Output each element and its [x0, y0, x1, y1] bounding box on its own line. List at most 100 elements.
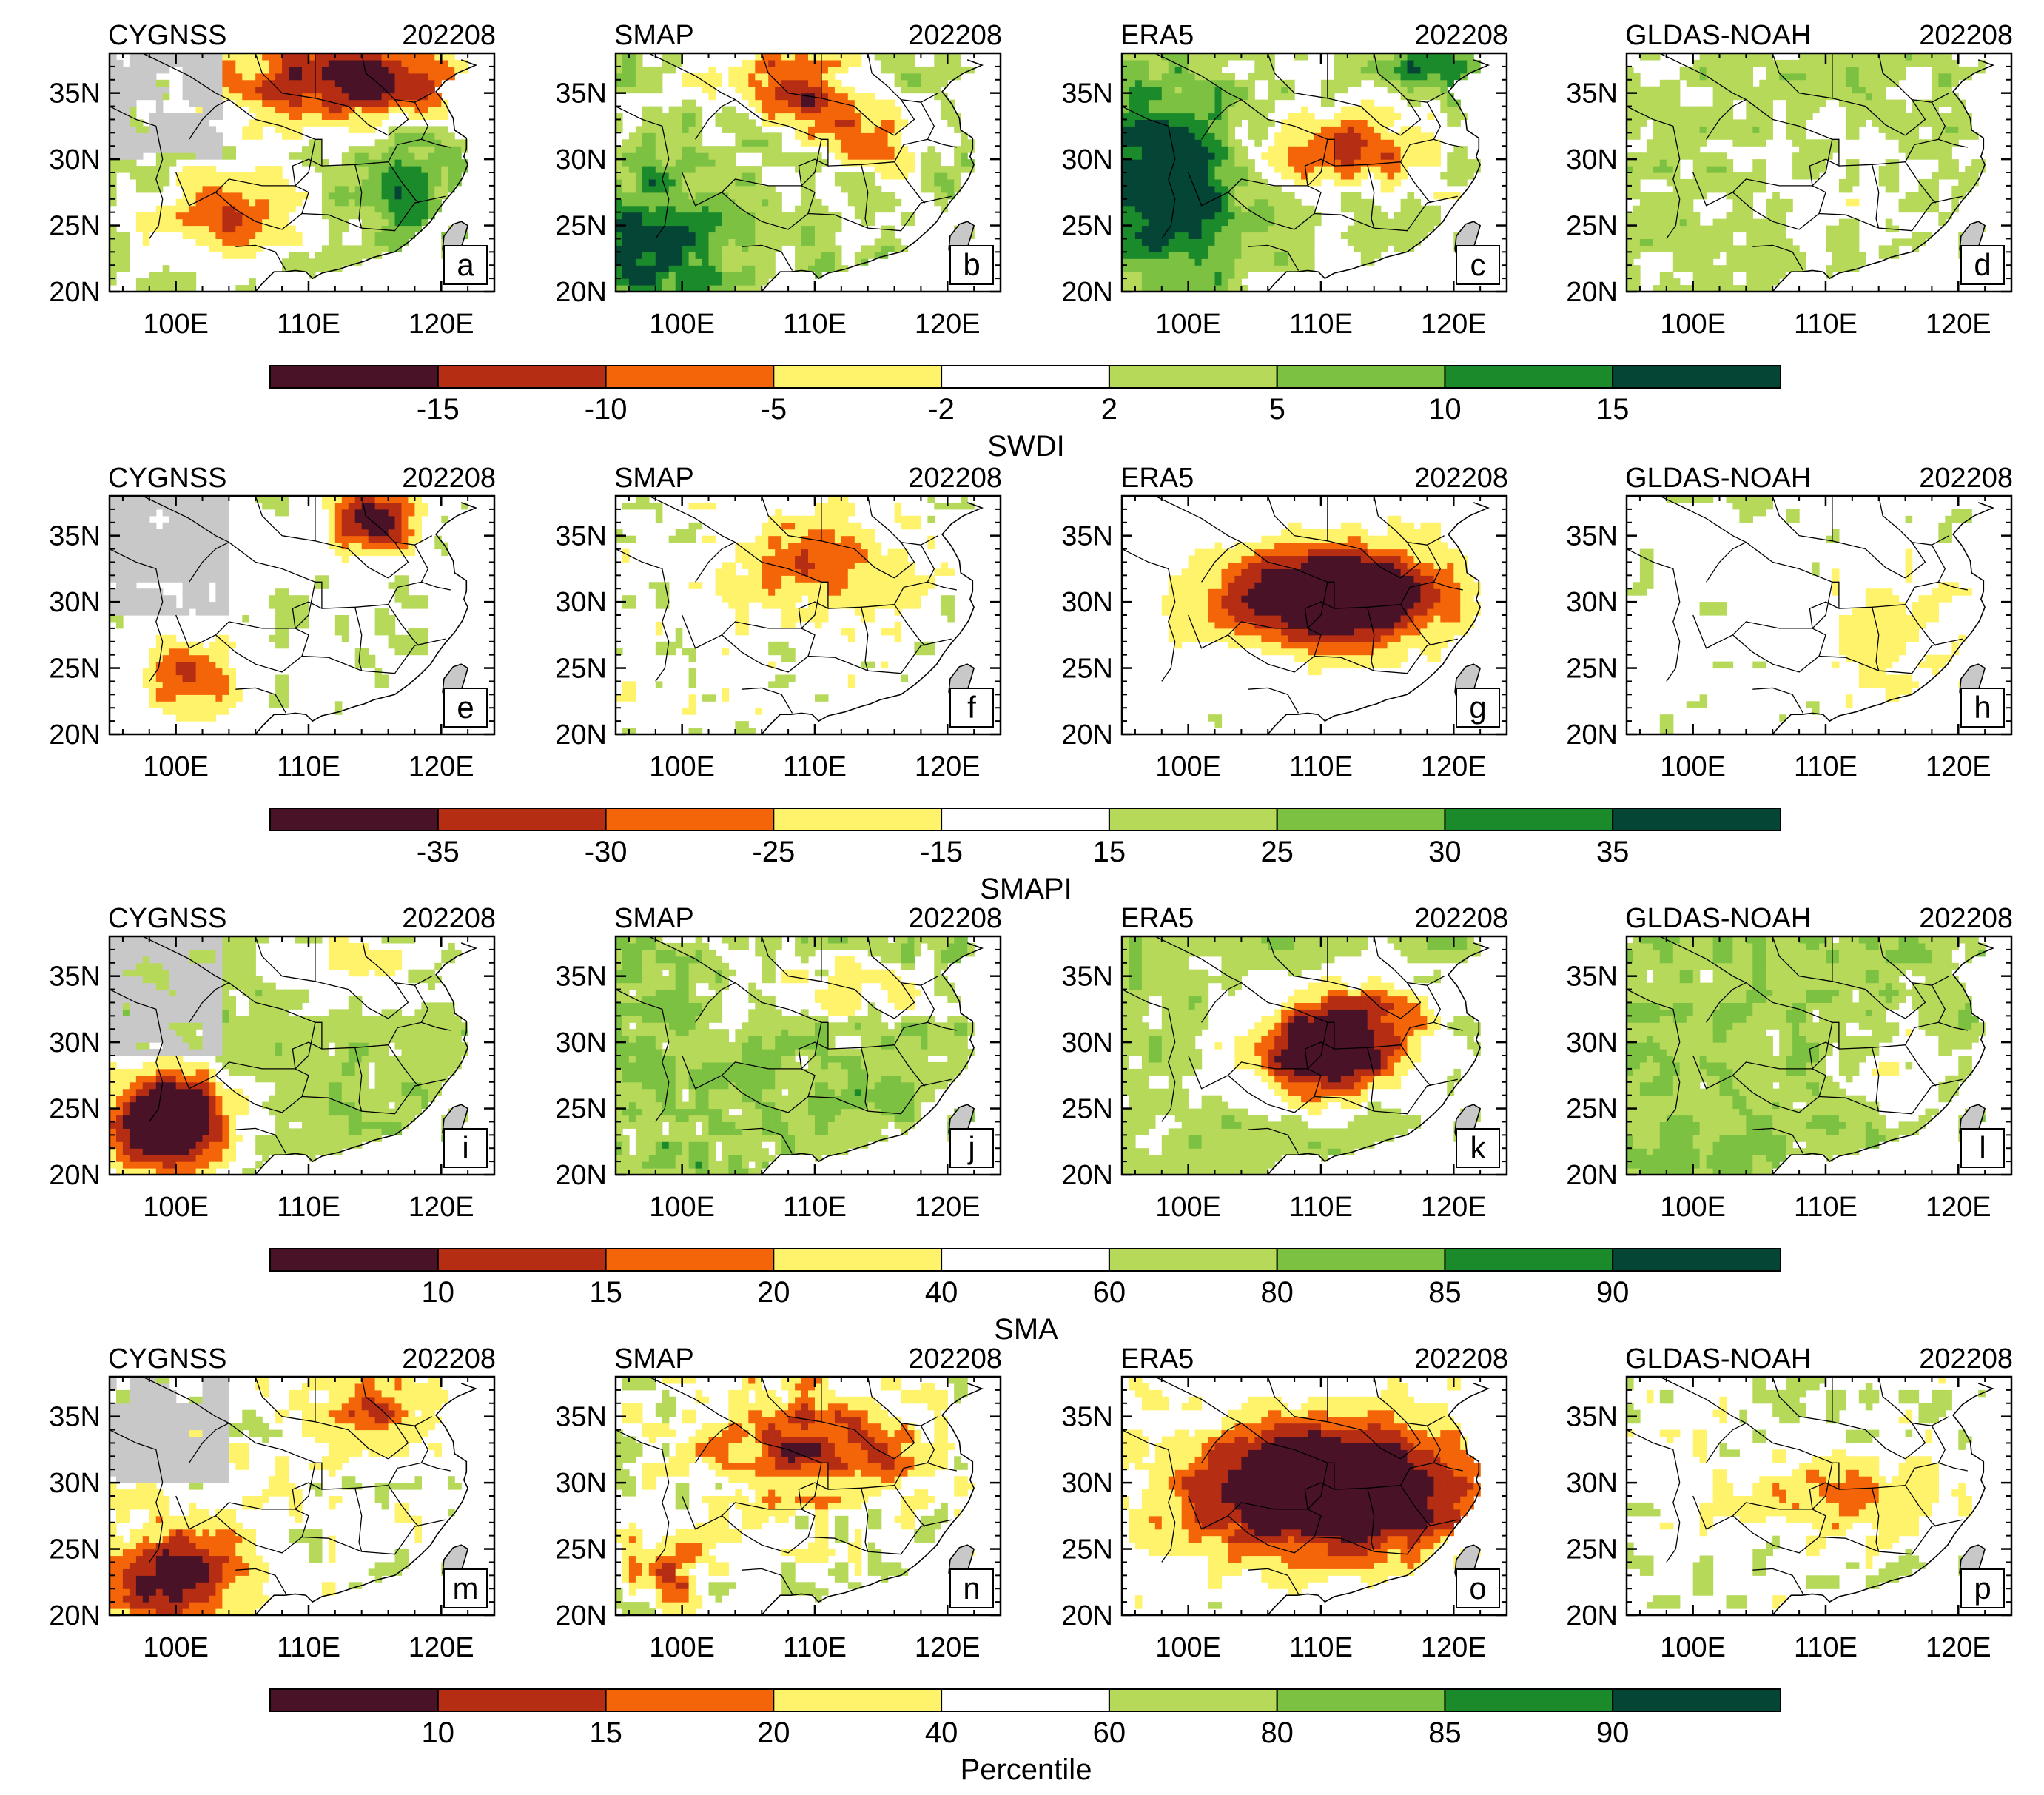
panel-dataset-title: CYGNSS	[108, 463, 226, 494]
panel-dataset-title: SMAP	[614, 463, 694, 494]
colorbar-tick-label: 85	[1428, 1276, 1462, 1309]
panel-date-title: 202208	[1414, 903, 1508, 934]
colorbar-tick-label: 30	[1428, 836, 1462, 868]
lat-tick-label: 20N	[49, 1160, 101, 1191]
lon-tick-label: 100E	[649, 1192, 715, 1223]
lat-tick-label: 20N	[1061, 1600, 1113, 1631]
lon-tick-label: 110E	[1289, 1192, 1353, 1223]
map-panel-f: 20N 25N 30N 35N 100E 110E 120E SMAP 202208 f	[555, 463, 1002, 782]
lat-tick-label: 35N	[1566, 1402, 1618, 1433]
lat-tick-label: 20N	[49, 1600, 101, 1631]
map-raster-g	[1122, 496, 1507, 734]
lat-tick-label: 30N	[1061, 1468, 1113, 1499]
panel-letter: g	[1469, 690, 1486, 725]
lat-tick-label: 35N	[49, 78, 101, 110]
lat-tick-label: 30N	[1566, 587, 1618, 618]
colorbar-segment	[1444, 365, 1614, 389]
colorbar-tick-label: 60	[1093, 1717, 1126, 1749]
lon-tick-label: 100E	[649, 309, 715, 340]
lat-tick-label: 20N	[555, 1600, 607, 1631]
colorbar-segment	[1612, 1248, 1781, 1272]
panel-letter-box	[1456, 1128, 1500, 1168]
lon-tick-label: 110E	[1289, 309, 1353, 340]
colorbar-tick-label: 35	[1596, 836, 1630, 868]
colorbar-segment	[605, 1248, 775, 1272]
lon-tick-label: 100E	[649, 751, 715, 782]
lat-tick-label: 20N	[555, 1160, 607, 1191]
colorbar-segment	[269, 365, 439, 389]
panel-dataset-title: ERA5	[1120, 463, 1194, 494]
map-raster-p	[1627, 1377, 2011, 1615]
colorbar-tick-label: 80	[1260, 1276, 1294, 1309]
colorbar-segment	[605, 808, 775, 831]
panel-letter-box	[1960, 245, 2005, 285]
panel-letter-box	[949, 245, 994, 285]
lat-tick-label: 35N	[49, 1402, 101, 1433]
lat-tick-label: 25N	[1061, 211, 1113, 242]
colorbar-tick-label: 40	[925, 1717, 958, 1749]
lat-tick-label: 25N	[555, 1534, 607, 1566]
colorbar-segment	[605, 365, 775, 389]
colorbar-segment	[269, 1248, 439, 1272]
lat-tick-label: 20N	[1061, 1160, 1113, 1191]
colorbar-segment	[941, 1248, 1110, 1272]
colorbar-segment	[1276, 365, 1446, 389]
colorbar-segment	[773, 365, 943, 389]
colorbar-tick-label: 10	[422, 1276, 455, 1309]
colorbar-smapi: -35 -30 -25 -15 15 25 30 35 SMAPI	[269, 808, 1781, 905]
lat-tick-label: 25N	[1566, 1094, 1618, 1125]
lon-tick-label: 100E	[1155, 751, 1221, 782]
lon-tick-label: 100E	[1660, 309, 1726, 340]
lat-tick-label: 35N	[1566, 521, 1618, 552]
colorbar-tick-label: 10	[1428, 393, 1462, 426]
lat-tick-label: 25N	[1061, 654, 1113, 685]
panel-dataset-title: CYGNSS	[108, 1343, 226, 1375]
lon-tick-label: 120E	[1421, 751, 1487, 782]
colorbar-tick-label: 85	[1428, 1717, 1462, 1749]
colorbar-segment	[437, 1688, 607, 1712]
lon-tick-label: 110E	[1794, 751, 1858, 782]
panel-dataset-title: GLDAS-NOAH	[1625, 20, 1811, 51]
panel-letter-box	[443, 688, 488, 728]
lon-tick-label: 120E	[409, 1632, 474, 1663]
map-panel-i: 20N 25N 30N 35N 100E 110E 120E CYGNSS 202208 i	[49, 903, 496, 1223]
lon-tick-label: 100E	[143, 1632, 209, 1663]
lat-tick-label: 30N	[49, 1027, 101, 1058]
colorbar-segment	[1276, 1248, 1446, 1272]
colorbar-segment	[1276, 1688, 1446, 1712]
lat-tick-label: 25N	[1061, 1534, 1113, 1566]
colorbar-segment	[1444, 1688, 1614, 1712]
panel-date-title: 202208	[402, 463, 496, 494]
panel-letter-box	[443, 1128, 488, 1168]
lon-tick-label: 100E	[649, 1632, 715, 1663]
lat-tick-label: 25N	[49, 1094, 101, 1125]
lat-tick-label: 25N	[49, 1534, 101, 1566]
lat-tick-label: 30N	[1566, 144, 1618, 175]
panel-dataset-title: CYGNSS	[108, 20, 226, 51]
lon-tick-label: 110E	[783, 309, 847, 340]
lon-tick-label: 110E	[277, 751, 340, 782]
lat-tick-label: 25N	[49, 211, 101, 242]
lat-tick-label: 35N	[1061, 1402, 1113, 1433]
panel-date-title: 202208	[402, 903, 496, 934]
lat-tick-label: 35N	[1566, 962, 1618, 993]
lat-tick-label: 25N	[1566, 1534, 1618, 1566]
lon-tick-label: 110E	[1794, 1192, 1858, 1223]
lon-tick-label: 120E	[409, 751, 474, 782]
colorbar-title: SMAPI	[980, 873, 1072, 905]
lat-tick-label: 20N	[1061, 719, 1113, 751]
lat-tick-label: 25N	[555, 211, 607, 242]
lat-tick-label: 35N	[1566, 78, 1618, 110]
panel-letter-box	[1456, 1568, 1500, 1608]
map-panel-d: 20N 25N 30N 35N 100E 110E 120E GLDAS-NOAH 202208…	[1566, 20, 2013, 340]
colorbar-tick-label: 60	[1093, 1276, 1126, 1309]
panel-date-title: 202208	[1919, 463, 2013, 494]
lon-tick-label: 120E	[1421, 1192, 1487, 1223]
lon-tick-label: 120E	[1421, 1632, 1487, 1663]
lon-tick-label: 120E	[915, 1192, 981, 1223]
lat-tick-label: 30N	[49, 1468, 101, 1499]
lat-tick-label: 30N	[555, 1027, 607, 1058]
map-panel-o: 20N 25N 30N 35N 100E 110E 120E ERA5 202208 o	[1061, 1343, 1508, 1663]
lat-tick-label: 20N	[1566, 1160, 1618, 1191]
panel-dataset-title: ERA5	[1120, 20, 1194, 51]
